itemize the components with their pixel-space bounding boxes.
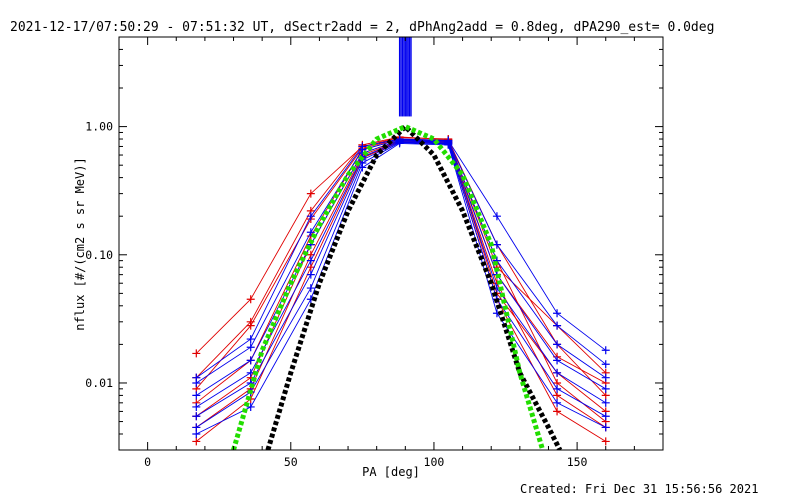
data-point-marker xyxy=(492,240,501,249)
data-point-marker xyxy=(553,356,562,365)
data-point-marker xyxy=(192,402,201,411)
data-point-marker xyxy=(192,412,201,421)
plot-frame xyxy=(118,36,664,451)
fit-line xyxy=(231,124,546,450)
data-point-marker xyxy=(553,309,562,318)
data-point-marker xyxy=(246,335,255,344)
data-point-marker xyxy=(601,412,610,421)
data-point-marker xyxy=(601,384,610,393)
data-point-marker xyxy=(306,212,315,221)
series-blue-8 xyxy=(192,135,610,387)
y-tick-label: 1.00 xyxy=(85,120,113,134)
data-point-marker xyxy=(492,212,501,221)
series-red-4 xyxy=(192,136,610,426)
data-point-marker xyxy=(192,391,201,400)
x-tick-label: 150 xyxy=(567,455,588,469)
data-point-marker xyxy=(553,321,562,330)
data-point-marker xyxy=(601,398,610,407)
x-tick-label: 0 xyxy=(144,455,151,469)
x-axis-label: PA [deg] xyxy=(362,465,420,479)
series-line xyxy=(196,142,606,435)
data-point-marker xyxy=(246,321,255,330)
data-point-marker xyxy=(192,349,201,358)
series-blue-7 xyxy=(192,135,610,382)
fit-curve-green xyxy=(231,124,546,450)
y-tick-label: 0.10 xyxy=(85,248,113,262)
series-line xyxy=(195,138,606,390)
spike xyxy=(398,37,412,117)
data-point-marker xyxy=(192,378,201,387)
data-point-marker xyxy=(246,343,255,352)
chart-title: 2021-12-17/07:50:29 - 07:51:32 UT, dSect… xyxy=(10,20,714,35)
x-tick-label: 100 xyxy=(424,455,445,469)
plot-area xyxy=(192,37,610,450)
data-point-marker xyxy=(601,373,610,382)
data-point-marker xyxy=(306,189,315,198)
data-point-marker xyxy=(246,295,255,304)
data-point-marker xyxy=(306,270,315,279)
x-tick-label: 50 xyxy=(284,455,298,469)
data-point-marker xyxy=(306,256,315,265)
series-red-0 xyxy=(192,133,610,377)
data-point-marker xyxy=(192,437,201,446)
data-point-marker xyxy=(601,346,610,355)
data-point-marker xyxy=(306,284,315,293)
series-line xyxy=(196,141,606,417)
data-point-marker xyxy=(553,407,562,416)
data-point-marker xyxy=(553,368,562,377)
series-line xyxy=(196,141,606,442)
y-axis-label: nflux [#/(cm2 s sr MeV)] xyxy=(73,157,87,330)
data-point-marker xyxy=(395,139,404,148)
data-point-marker xyxy=(358,163,367,172)
data-point-marker xyxy=(444,140,453,149)
series-red-2 xyxy=(192,135,610,393)
data-point-marker xyxy=(601,360,610,369)
data-point-marker xyxy=(553,340,562,349)
axes: 0 50 100 150 0.01 0.10 1.00 xyxy=(85,36,664,469)
data-point-marker xyxy=(192,429,201,438)
data-point-marker xyxy=(553,384,562,393)
data-point-marker xyxy=(246,356,255,365)
data-point-marker xyxy=(601,437,610,446)
data-point-marker xyxy=(306,228,315,237)
created-footer: Created: Fri Dec 31 15:56:56 2021 xyxy=(520,482,758,496)
data-point-marker xyxy=(601,423,610,432)
series-line xyxy=(195,137,607,374)
data-point-marker xyxy=(553,398,562,407)
series-blue-10 xyxy=(192,137,610,411)
data-point-marker xyxy=(246,402,255,411)
y-tick-label: 0.01 xyxy=(85,376,113,390)
